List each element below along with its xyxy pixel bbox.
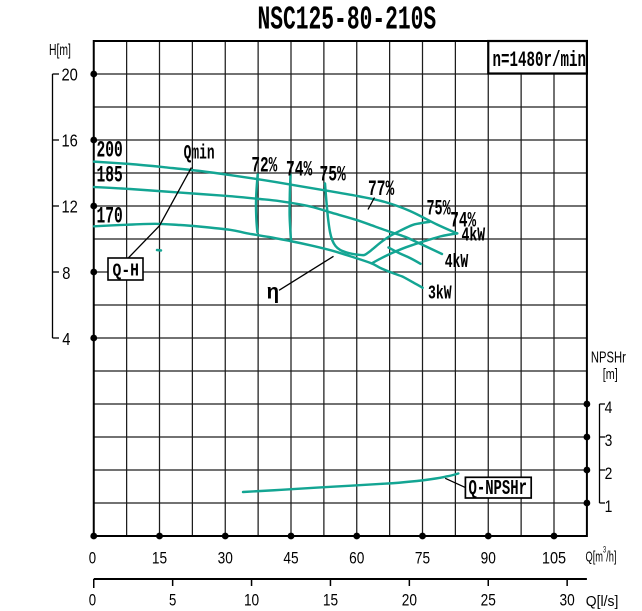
svg-text:75%: 75%	[427, 198, 451, 222]
svg-text:3: 3	[605, 432, 613, 450]
svg-text:60: 60	[349, 549, 364, 567]
svg-text:NSC125-80-210S: NSC125-80-210S	[258, 2, 437, 39]
svg-text:8: 8	[62, 264, 70, 283]
svg-text:25: 25	[481, 591, 496, 609]
svg-text:77%: 77%	[368, 176, 395, 202]
svg-text:75: 75	[415, 549, 430, 567]
svg-text:1: 1	[605, 498, 613, 516]
svg-text:0: 0	[89, 591, 96, 610]
svg-text:NPSHr: NPSHr	[591, 349, 626, 366]
svg-text:η: η	[267, 282, 280, 305]
svg-text:30: 30	[218, 549, 233, 567]
svg-text:4: 4	[62, 330, 70, 349]
svg-text:15: 15	[152, 549, 167, 567]
svg-text:20: 20	[62, 65, 78, 84]
svg-text:4kW: 4kW	[445, 251, 469, 273]
svg-text:Qmin: Qmin	[184, 143, 215, 166]
svg-text:185: 185	[97, 162, 123, 188]
svg-text:90: 90	[481, 549, 496, 567]
svg-text:n=1480r/min: n=1480r/min	[493, 47, 587, 73]
svg-text:74%: 74%	[450, 207, 476, 233]
svg-text:10: 10	[244, 591, 259, 609]
svg-text:12: 12	[62, 197, 78, 216]
svg-text:15: 15	[323, 591, 338, 609]
svg-text:4kW: 4kW	[462, 224, 486, 246]
svg-text:105: 105	[542, 550, 566, 568]
svg-text:170: 170	[97, 203, 123, 229]
svg-text:H[m]: H[m]	[49, 41, 71, 59]
svg-text:200: 200	[97, 137, 123, 163]
svg-text:2: 2	[605, 465, 613, 483]
svg-text:5: 5	[169, 591, 176, 610]
svg-text:[m]: [m]	[603, 365, 618, 382]
svg-text:75%: 75%	[320, 162, 347, 188]
svg-text:4: 4	[605, 399, 613, 417]
svg-text:20: 20	[402, 591, 417, 609]
svg-text:45: 45	[283, 549, 298, 567]
svg-text:74%: 74%	[286, 156, 313, 182]
svg-text:Q[l/s]: Q[l/s]	[586, 593, 619, 610]
svg-text:16: 16	[62, 131, 78, 150]
svg-text:0: 0	[89, 549, 96, 568]
svg-text:30: 30	[560, 591, 575, 609]
svg-text:Q[m3/h]: Q[m3/h]	[586, 544, 617, 565]
svg-text:Q-H: Q-H	[113, 261, 139, 282]
svg-text:3kW: 3kW	[428, 282, 452, 304]
svg-text:72%: 72%	[251, 152, 277, 178]
svg-text:Q-NPSHr: Q-NPSHr	[469, 477, 527, 501]
